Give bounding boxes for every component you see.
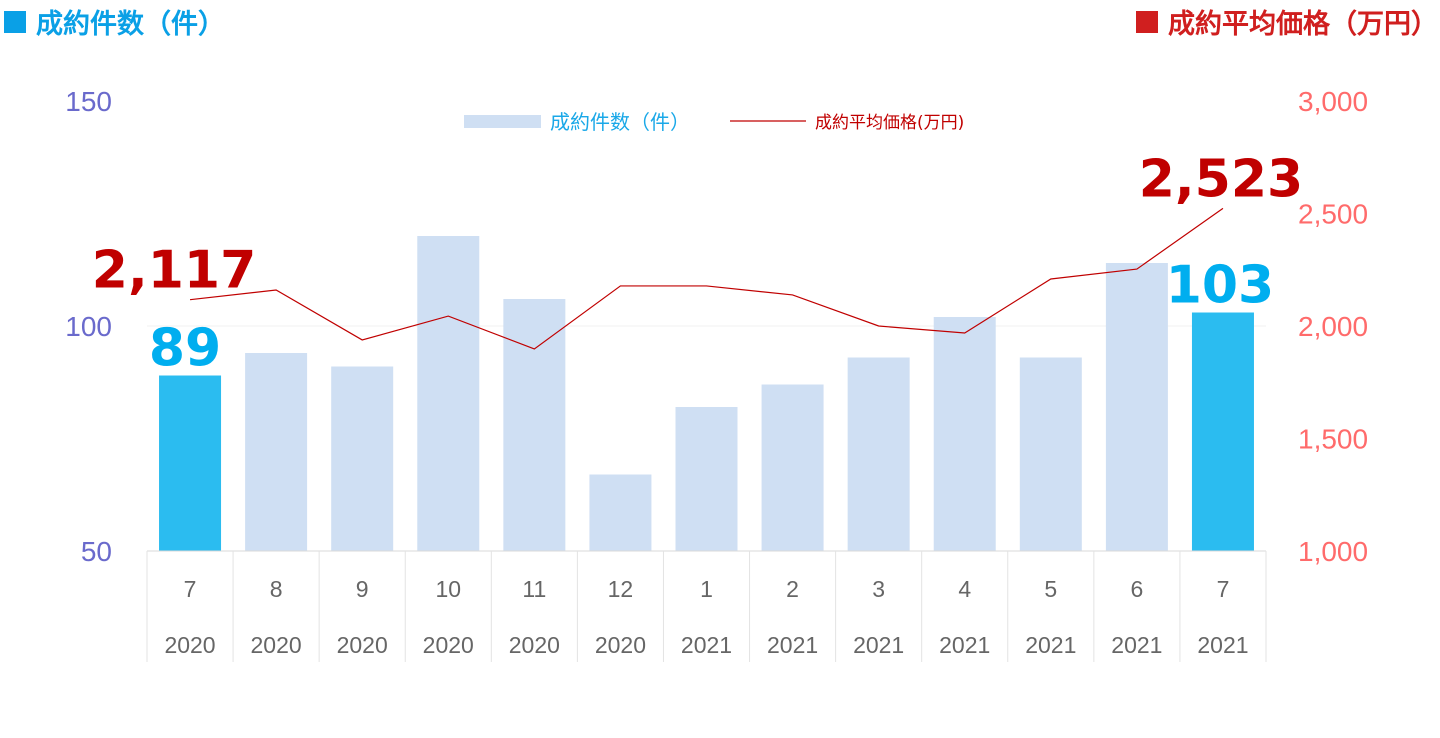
right-tick-label: 1,500 (1298, 424, 1368, 455)
line-data-label: 2,523 (1139, 149, 1303, 209)
year-label: 2020 (595, 632, 646, 658)
bar (1019, 357, 1082, 551)
right-tick-label: 2,500 (1298, 199, 1368, 230)
month-label: 3 (872, 576, 885, 602)
bar (933, 317, 996, 551)
month-label: 5 (1044, 576, 1057, 602)
year-label: 2021 (1111, 632, 1162, 658)
year-label: 2020 (164, 632, 215, 658)
bar (1105, 263, 1168, 551)
bar (1191, 312, 1254, 551)
month-label: 10 (435, 576, 461, 602)
bar (589, 474, 652, 551)
legend-bar-label: 成約件数（件） (550, 110, 690, 134)
month-label: 2 (786, 576, 799, 602)
year-label: 2021 (853, 632, 904, 658)
legend-bar-swatch (464, 115, 541, 128)
left-axis-title: 成約件数（件） (36, 9, 225, 40)
month-label: 1 (700, 576, 713, 602)
left-axis-header: 成約件数（件） (4, 2, 225, 41)
right-axis-title: 成約平均価格（万円） (1168, 9, 1438, 40)
blue-square-icon (4, 10, 26, 33)
year-label: 2020 (509, 632, 560, 658)
red-square-icon (1136, 10, 1158, 33)
price-line (189, 207, 1224, 350)
right-axis-header: 成約平均価格（万円） (1136, 2, 1438, 41)
month-label: 7 (184, 576, 197, 602)
month-label: 12 (608, 576, 634, 602)
legend-line-label: 成約平均価格(万円) (815, 113, 964, 133)
right-tick-label: 2,000 (1298, 311, 1368, 342)
bar (847, 357, 910, 551)
bar (675, 407, 738, 551)
bar-data-label: 103 (1166, 256, 1275, 316)
left-tick-label: 50 (81, 536, 112, 567)
month-label: 4 (958, 576, 971, 602)
year-label: 2020 (423, 632, 474, 658)
bar (159, 375, 222, 551)
bar (503, 299, 566, 551)
month-label: 6 (1130, 576, 1143, 602)
month-label: 8 (270, 576, 283, 602)
left-tick-label: 100 (65, 311, 112, 342)
left-tick-label: 150 (65, 86, 112, 117)
right-tick-label: 1,000 (1298, 536, 1368, 567)
year-label: 2021 (939, 632, 990, 658)
bar (245, 353, 308, 551)
bar (417, 236, 480, 551)
year-label: 2021 (1025, 632, 1076, 658)
month-label: 9 (356, 576, 369, 602)
bar (761, 384, 824, 551)
bar-data-label: 89 (149, 319, 221, 379)
year-label: 2020 (251, 632, 302, 658)
year-label: 2021 (1197, 632, 1248, 658)
right-tick-label: 3,000 (1298, 86, 1368, 117)
month-label: 7 (1217, 576, 1230, 602)
year-label: 2021 (767, 632, 818, 658)
bar (331, 366, 394, 551)
year-label: 2020 (337, 632, 388, 658)
line-data-label: 2,117 (92, 241, 256, 301)
month-label: 11 (522, 576, 546, 602)
year-label: 2021 (681, 632, 732, 658)
